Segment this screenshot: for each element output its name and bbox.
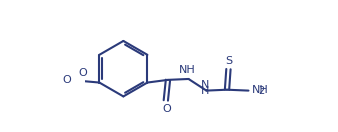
Text: H: H [201, 86, 209, 96]
Text: O: O [162, 104, 171, 114]
Text: NH: NH [179, 65, 196, 75]
Text: S: S [225, 56, 232, 66]
Text: 2: 2 [259, 86, 265, 96]
Text: N: N [201, 80, 209, 90]
Text: O: O [78, 68, 87, 78]
Text: O: O [63, 75, 71, 85]
Text: NH: NH [252, 85, 268, 95]
